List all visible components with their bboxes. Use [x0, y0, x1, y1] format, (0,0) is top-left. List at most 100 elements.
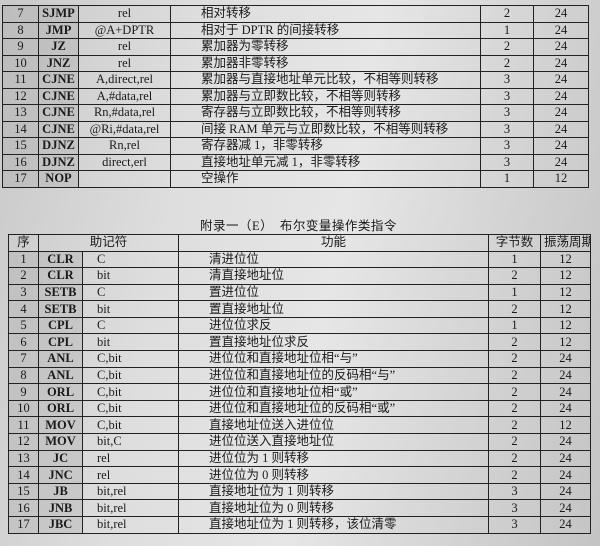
bytes-cell: 3 [480, 71, 534, 89]
row-number: 15 [2, 137, 39, 155]
row-number: 15 [8, 482, 39, 501]
function-cell: 累加器非零转移 [170, 54, 481, 72]
table-row: 7 ANL C,bit 进位位和直接地址位相“与” 2 24 [8, 350, 592, 368]
cycles-cell: 24 [533, 54, 589, 72]
cycles-cell: 24 [533, 21, 589, 39]
function-cell: 置进位位 [178, 283, 490, 302]
mnemonic-cell: JNC [38, 466, 83, 484]
table-row: 8 ANL C,bit 进位位和直接地址位的反码相“与” 2 24 [8, 366, 592, 385]
function-cell: 进位位和直接地址位的反码相“或” [178, 399, 490, 418]
row-number: 17 [2, 170, 39, 188]
bytes-cell: 3 [480, 104, 534, 122]
cycles-cell: 24 [540, 449, 592, 468]
bytes-cell: 3 [480, 87, 534, 105]
row-number: 14 [8, 466, 39, 484]
table-row: 7 SJMP rel 相对转移 2 24 [2, 5, 589, 23]
header-bytes: 字节数 [488, 234, 542, 252]
table-row: 17 NOP 空操作 1 12 [2, 170, 589, 188]
table-row: 10 JNZ rel 累加器非零转移 2 24 [2, 54, 589, 72]
bytes-cell: 3 [480, 120, 534, 138]
bytes-cell: 2 [488, 350, 542, 368]
operand-cell: rel [81, 466, 180, 484]
function-cell: 进位位为 0 则转移 [178, 466, 490, 484]
cycles-cell: 24 [540, 383, 592, 401]
bytes-cell: 2 [480, 38, 534, 56]
table-row: 12 MOV bit,C 进位位送入直接地址位 2 24 [8, 433, 592, 451]
bytes-cell: 3 [480, 137, 534, 155]
operand-cell: bit,rel [81, 482, 180, 501]
cycles-cell: 12 [540, 300, 592, 318]
operand-cell: rel [78, 54, 171, 72]
operand-cell: A,direct,rel [78, 71, 171, 89]
row-number: 12 [2, 87, 39, 105]
function-cell: 累加器为零转移 [170, 38, 481, 56]
mnemonic-cell: SETB [38, 300, 83, 318]
table-title: 附录一（E） 布尔变量操作类指令 [200, 219, 397, 233]
function-cell: 进位位送入直接地址位 [178, 433, 490, 451]
bytes-cell: 2 [488, 333, 542, 352]
operand-cell: bit,rel [81, 499, 180, 517]
row-number: 5 [8, 316, 39, 335]
operand-cell: C,bit [81, 366, 180, 385]
row-number: 9 [8, 383, 39, 401]
function-cell: 直接地址单元减 1，非零转移 [170, 153, 481, 171]
function-cell: 相对转移 [170, 5, 481, 23]
cycles-cell: 12 [540, 333, 592, 352]
header-mnemonic: 助记符 [37, 234, 180, 252]
table-row: 5 CPL C 进位位求反 1 12 [8, 316, 592, 335]
bytes-cell: 1 [488, 316, 542, 335]
mnemonic-cell: CPL [38, 316, 83, 335]
operand-cell: @Ri,#data,rel [78, 120, 171, 138]
function-cell: 直接地址位为 1 则转移 [178, 482, 490, 501]
mnemonic-cell: JMP [38, 21, 79, 39]
function-cell: 累加器与直接地址单元比较，不相等则转移 [170, 71, 481, 89]
table-row: 14 CJNE @Ri,#data,rel 间接 RAM 单元与立即数比较，不相等则转… [2, 120, 589, 138]
function-cell: 进位位和直接地址位的反码相“与” [178, 366, 490, 385]
function-cell: 进位位求反 [178, 316, 490, 335]
mnemonic-cell: MOV [38, 433, 83, 451]
cycles-cell: 24 [533, 5, 589, 23]
table-row: 4 SETB bit 置直接地址位 2 12 [8, 300, 592, 318]
cycles-cell: 24 [540, 466, 592, 484]
table-row: 15 DJNZ Rn,rel 寄存器减 1，非零转移 3 24 [2, 137, 589, 155]
table-row: 14 JNC rel 进位位为 0 则转移 2 24 [8, 466, 592, 484]
table-row: 13 CJNE Rn,#data,rel 寄存器与立即数比较，不相等则转移 3 24 [2, 104, 589, 122]
row-number: 13 [2, 104, 39, 122]
mnemonic-cell: CPL [38, 333, 83, 352]
cycles-cell: 24 [540, 433, 592, 451]
row-number: 12 [8, 433, 39, 451]
function-cell: 清直接地址位 [178, 267, 490, 285]
bytes-cell: 2 [488, 416, 542, 435]
mnemonic-cell: JBC [38, 516, 83, 534]
operand-cell: bit [81, 333, 180, 352]
row-number: 1 [8, 250, 39, 269]
operand-cell: C,bit [81, 383, 180, 401]
operand-cell: C [81, 316, 180, 335]
function-cell: 进位位为 1 则转移 [178, 449, 490, 468]
bytes-cell: 3 [488, 499, 542, 517]
operand-cell: direct,erl [78, 153, 171, 171]
boolean-instructions-table: 序 助记符 功能 字节数 振荡周期 1 CLR C 清进位位 1 12 2 CLR bit 清直接… [8, 234, 592, 534]
operand-cell: bit,C [81, 433, 180, 451]
bytes-cell: 1 [488, 250, 542, 269]
mnemonic-cell: CJNE [38, 104, 79, 122]
row-number: 7 [2, 5, 39, 23]
operand-cell: A,#data,rel [78, 87, 171, 105]
bytes-cell: 2 [480, 54, 534, 72]
row-number: 14 [2, 120, 39, 138]
bytes-cell: 2 [480, 5, 534, 23]
operand-cell: bit [81, 267, 180, 285]
mnemonic-cell: ANL [38, 350, 83, 368]
function-cell: 进位位和直接地址位相“或” [178, 383, 490, 401]
function-cell: 置直接地址位求反 [178, 333, 490, 352]
cycles-cell: 24 [540, 366, 592, 385]
bytes-cell: 3 [488, 516, 542, 534]
operand-cell: Rn,rel [78, 137, 171, 155]
function-cell: 进位位和直接地址位相“与” [178, 350, 490, 368]
bytes-cell: 2 [488, 433, 542, 451]
operand-cell: C [81, 283, 180, 302]
table-row: 15 JB bit,rel 直接地址位为 1 则转移 3 24 [8, 482, 592, 501]
operand-cell: bit,rel [81, 516, 180, 534]
row-number: 17 [8, 516, 39, 534]
jump-instructions-table: 7 SJMP rel 相对转移 2 24 8 JMP @A+DPTR 相对于 DPTR 的间接转移… [2, 5, 589, 188]
